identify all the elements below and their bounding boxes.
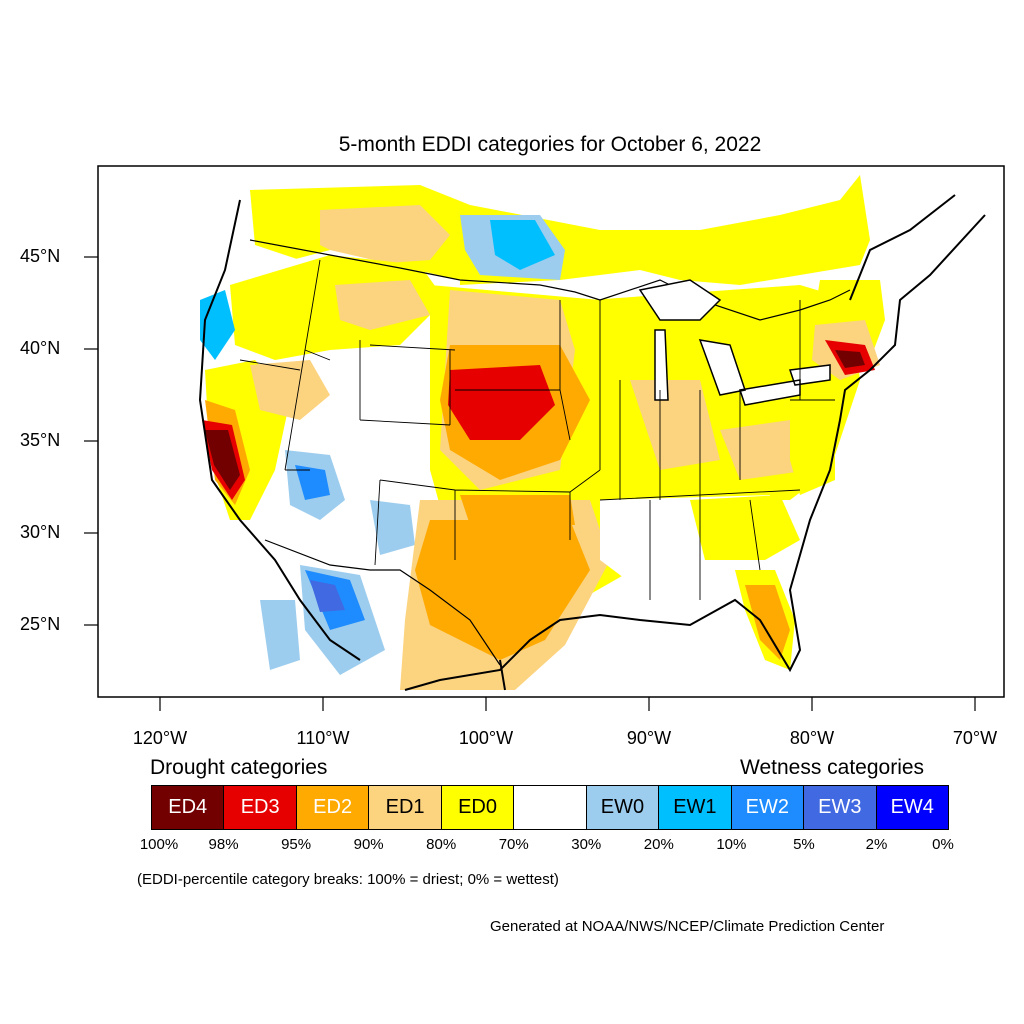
lat-label: 35°N	[20, 430, 61, 450]
southwest-wet-core	[295, 465, 330, 500]
oklahoma-orange	[460, 495, 575, 525]
lon-label: 120°W	[132, 728, 188, 748]
canada-tan-patch	[320, 205, 450, 265]
baja-wet-core	[310, 580, 345, 612]
lon-ticks	[159, 697, 976, 711]
texas-orange	[415, 520, 590, 660]
legend-box: EW2	[731, 786, 805, 829]
credit-line: Generated at NOAA/NWS/NCEP/Climate Predi…	[490, 918, 885, 935]
wetness-heading: Wetness categories	[740, 756, 925, 779]
lon-label: 70°W	[952, 728, 998, 748]
percentile-label: 10%	[716, 836, 747, 853]
percentile-label: 5%	[793, 836, 815, 853]
percentile-label: 0%	[932, 836, 954, 853]
percentile-label: 98%	[208, 836, 239, 853]
legend-box	[514, 786, 587, 829]
legend-box: ED2	[296, 786, 370, 829]
lat-label: 45°N	[20, 246, 61, 266]
legend-box: EW1	[659, 786, 732, 829]
pacific-coast-wet	[200, 290, 235, 360]
percentile-label: 90%	[353, 836, 384, 853]
east-coast-yellow	[790, 400, 835, 495]
minnesota-wet-core	[490, 220, 555, 270]
nebraska-ed3	[448, 365, 555, 440]
great-lakes	[638, 279, 831, 406]
lat-ticks	[84, 256, 98, 626]
percentile-label: 2%	[865, 836, 888, 853]
map-frame	[97, 165, 1005, 698]
coastline	[198, 194, 986, 691]
percentile-label: 80%	[426, 836, 457, 853]
northwest-tan	[335, 280, 430, 330]
california-ed4	[205, 430, 240, 490]
lat-label: 40°N	[20, 338, 61, 358]
us-mexico-border	[264, 539, 501, 666]
legend-bar: ED4 ED3 ED2 ED1 ED0 EW0 EW1 EW2 EW3 EW4	[151, 785, 949, 830]
percentile-label: 30%	[571, 836, 602, 853]
lat-label: 30°N	[20, 522, 61, 542]
legend-box: ED4	[152, 786, 225, 829]
southeast-yellow	[690, 495, 800, 560]
percentile-label: 95%	[281, 836, 312, 853]
percentile-label: 20%	[643, 836, 674, 853]
great-basin-tan	[250, 360, 330, 420]
legend-box: ED1	[369, 786, 442, 829]
new-mexico-wet	[370, 500, 415, 555]
map-title: 5-month EDDI categories for October 6, 2…	[338, 133, 762, 156]
lon-label: 80°W	[789, 728, 835, 748]
legend-box: EW3	[804, 786, 877, 829]
lon-label: 110°W	[296, 728, 350, 748]
lon-label: 90°W	[626, 728, 672, 748]
lat-label: 25°N	[20, 614, 61, 634]
state-borders	[239, 259, 835, 600]
florida-orange	[745, 585, 790, 660]
gulf-california-wet	[260, 600, 300, 670]
legend-box: EW4	[876, 786, 948, 829]
percentile-label: 100%	[139, 836, 179, 853]
legend-box: ED0	[441, 786, 515, 829]
midwest-tan-b	[720, 420, 810, 480]
midwest-tan-a	[630, 380, 720, 470]
percentile-label: 70%	[498, 836, 529, 853]
drought-heading: Drought categories	[150, 756, 328, 779]
northeast-ed4	[835, 350, 865, 368]
lon-label: 100°W	[458, 728, 514, 748]
legend-box: ED3	[224, 786, 297, 829]
legend-note: (EDDI-percentile category breaks: 100% =…	[137, 871, 559, 888]
us-canada-border	[249, 239, 851, 321]
legend-box: EW0	[586, 786, 660, 829]
